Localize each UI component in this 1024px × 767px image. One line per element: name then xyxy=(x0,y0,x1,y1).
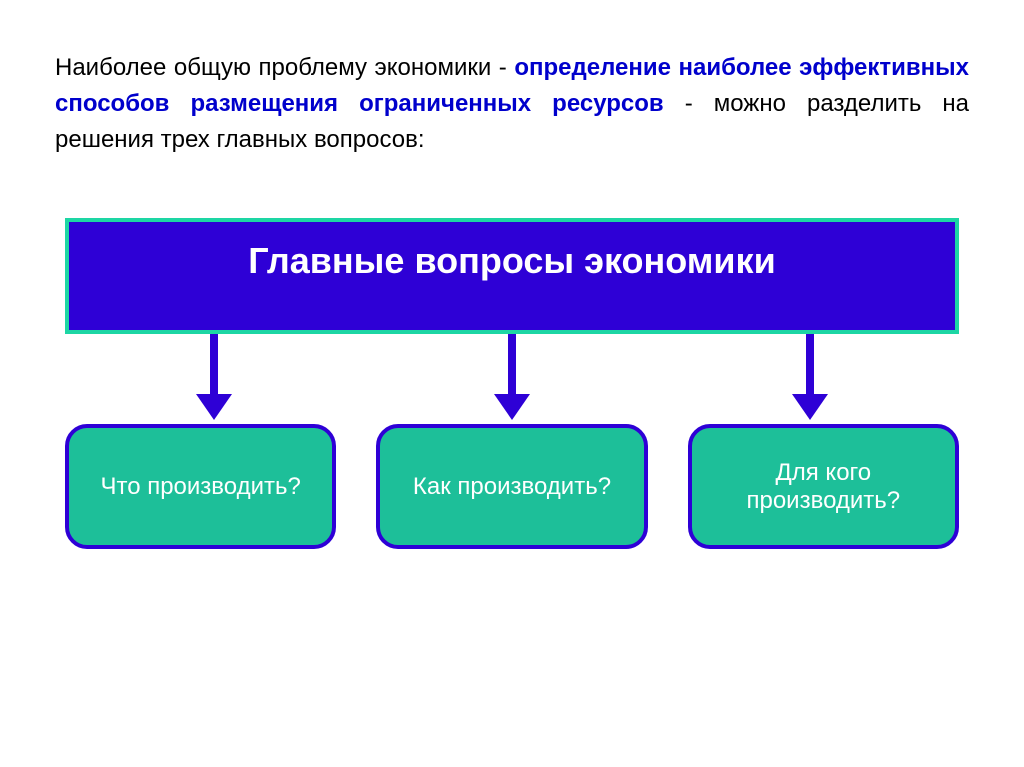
arrow-line xyxy=(806,334,814,394)
intro-paragraph: Наиболее общую проблему экономики - опре… xyxy=(55,50,969,158)
arrow-line xyxy=(508,334,516,394)
main-title-text: Главные вопросы экономики xyxy=(248,240,775,281)
arrow-left xyxy=(196,334,232,424)
question-label: Что производить? xyxy=(100,473,300,501)
arrow-head xyxy=(196,394,232,420)
arrow-center xyxy=(494,334,530,424)
question-label: Как производить? xyxy=(413,473,611,501)
arrow-head xyxy=(494,394,530,420)
arrow-line xyxy=(210,334,218,394)
arrow-head xyxy=(792,394,828,420)
question-box-how: Как производить? xyxy=(376,424,647,549)
bottom-boxes-row: Что производить? Как производить? Для ко… xyxy=(65,424,959,549)
question-box-whom: Для кого производить? xyxy=(688,424,959,549)
intro-part1: Наиболее общую проблему экономики - xyxy=(55,54,514,81)
question-label: Для кого производить? xyxy=(710,459,937,515)
question-box-what: Что производить? xyxy=(65,424,336,549)
arrow-right xyxy=(792,334,828,424)
arrows-row xyxy=(65,334,959,424)
main-title-box: Главные вопросы экономики xyxy=(65,218,959,334)
